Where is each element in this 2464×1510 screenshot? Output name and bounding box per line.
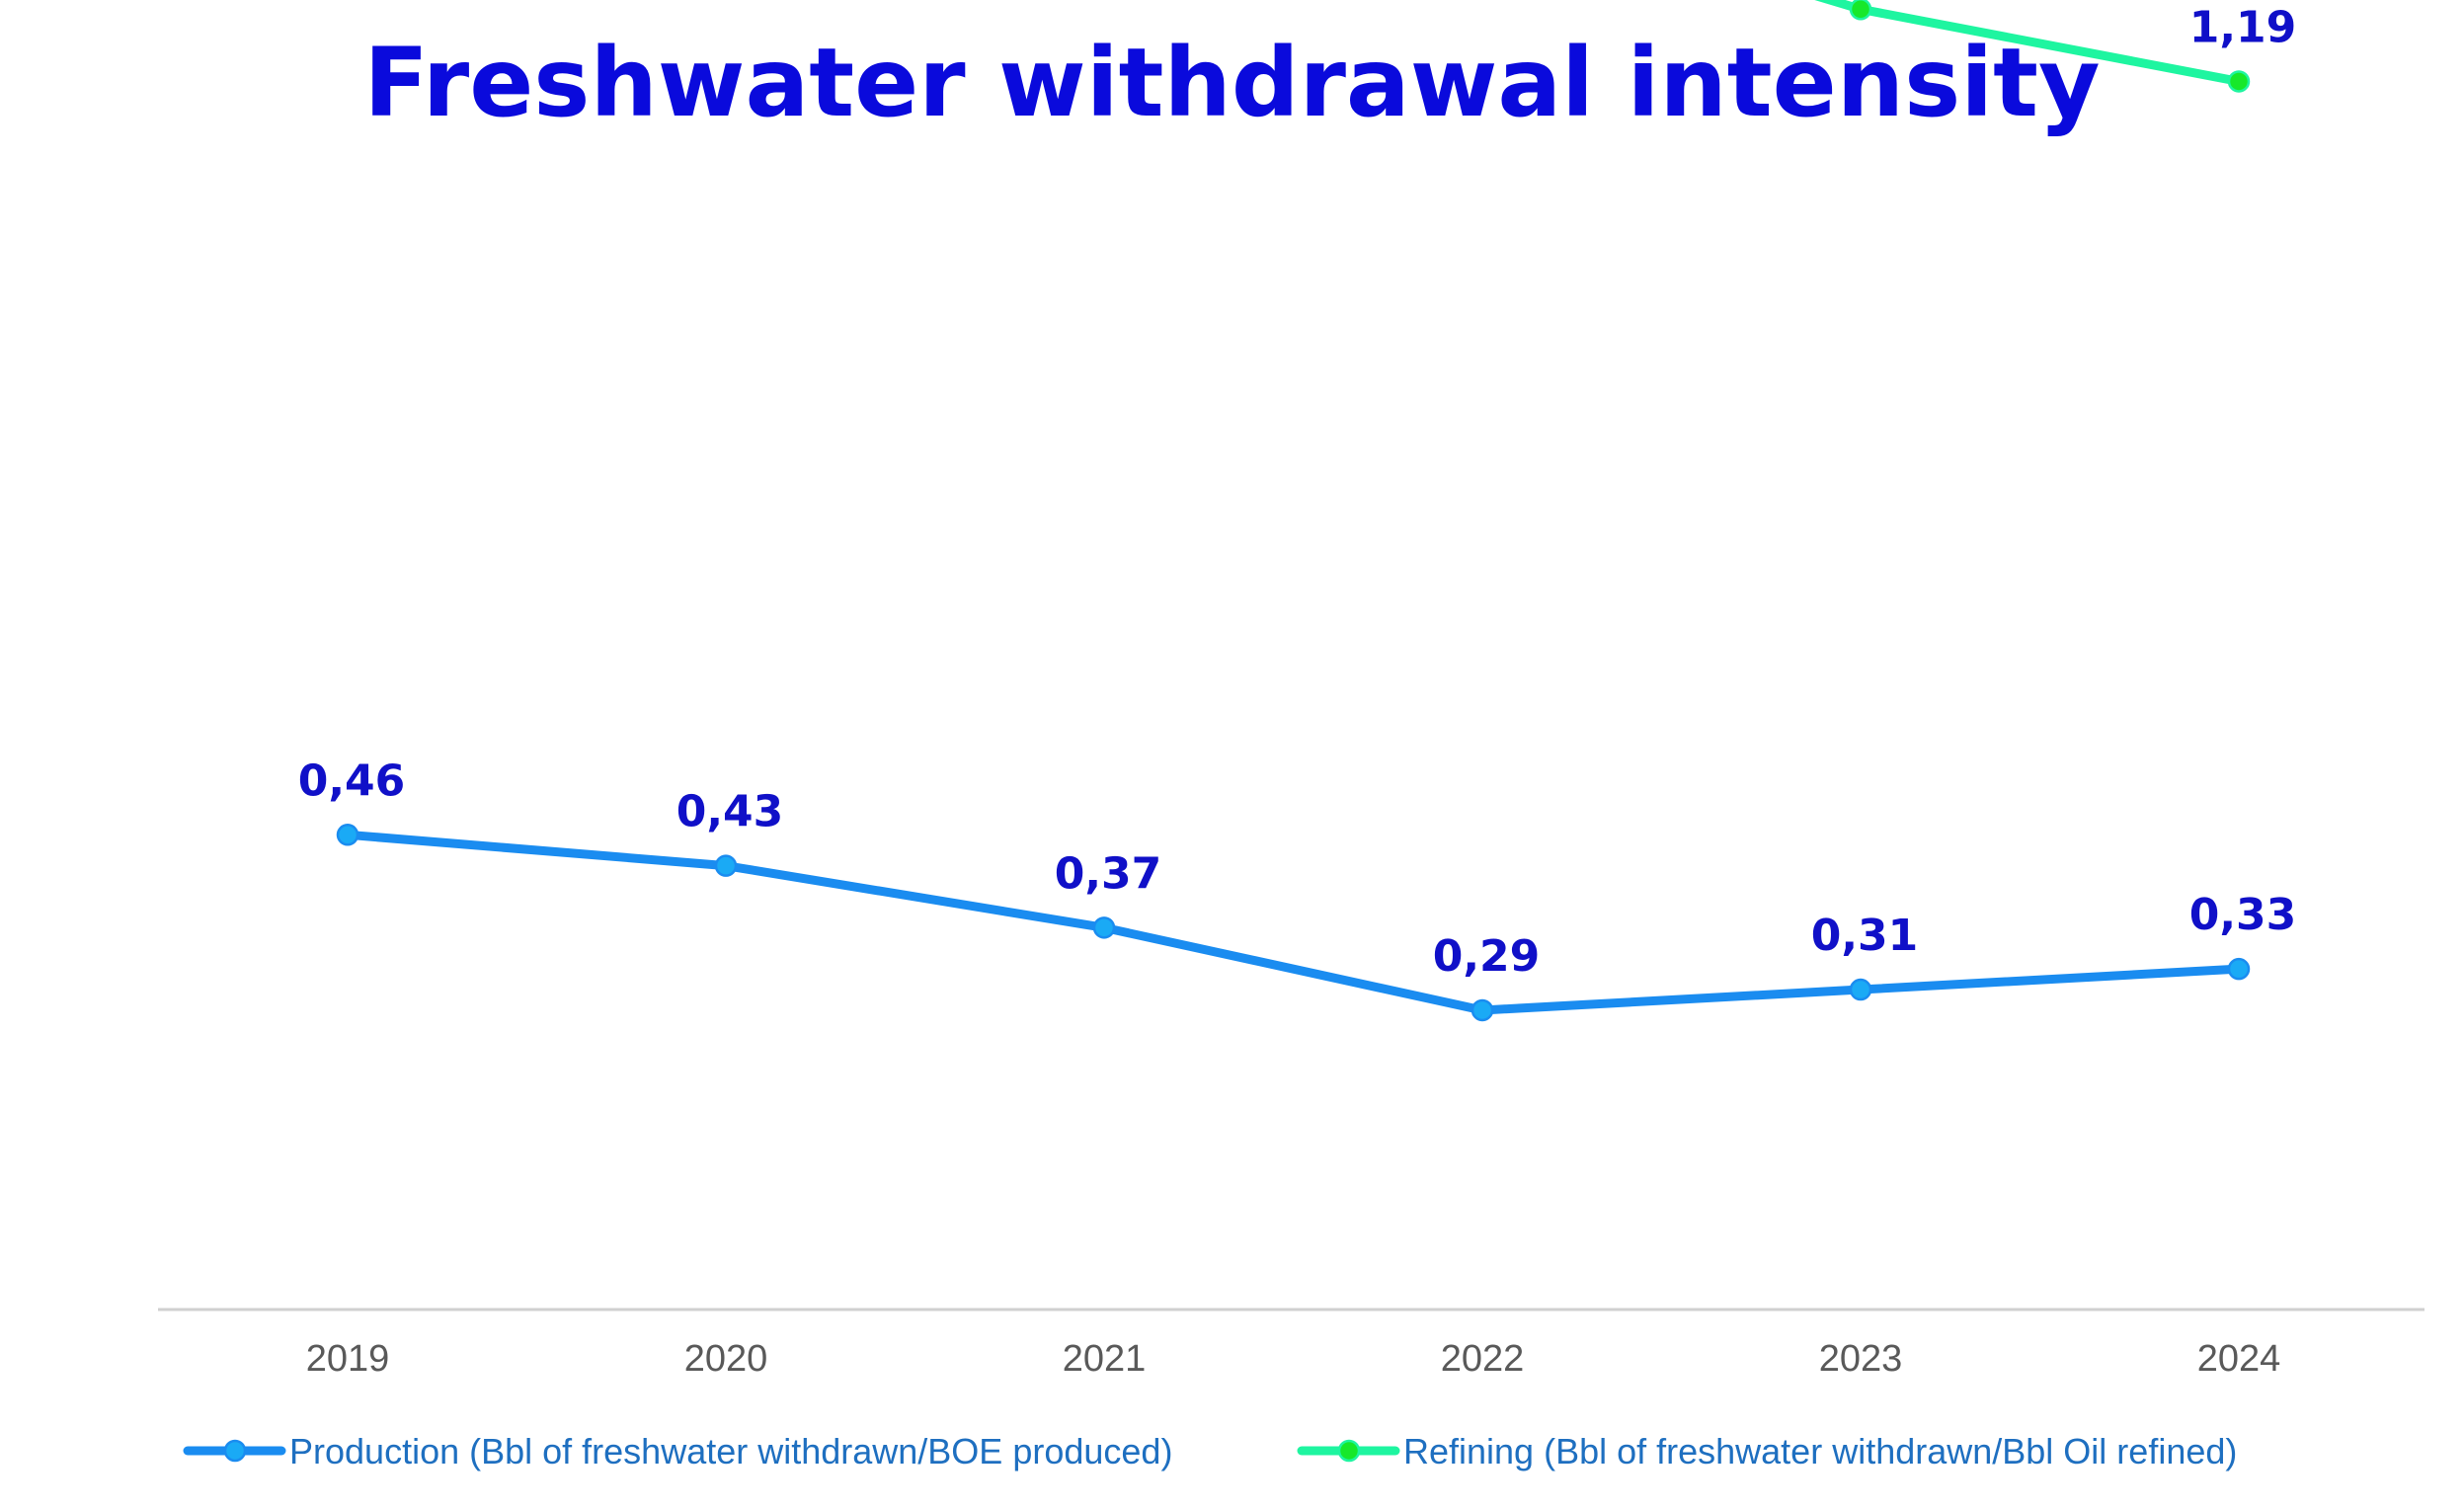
x-tick-label: 2019 (306, 1338, 390, 1380)
series-production: 0,46 0,43 0,37 0,29 0,31 0,33 (298, 755, 2297, 1022)
data-point (2227, 957, 2251, 981)
data-point (1092, 916, 1116, 939)
data-point (1849, 978, 1872, 1001)
x-tick-label: 2020 (684, 1338, 768, 1380)
legend: Production (Bbl of freshwater withdrawn/… (183, 1431, 2237, 1471)
data-label: 0,29 (1433, 931, 1541, 982)
legend-label: Refining (Bbl of freshwater withdrawn/Bb… (1403, 1431, 2237, 1471)
legend-swatch-marker (223, 1439, 247, 1463)
data-point (1470, 998, 1494, 1022)
data-label: 0,37 (1055, 848, 1162, 899)
series-layer: 0,46 0,43 0,37 0,29 0,31 0,33 1,431,481,451,37… (298, 0, 2297, 1022)
legend-label: Production (Bbl of freshwater withdrawn/… (289, 1431, 1172, 1471)
data-point (714, 854, 738, 877)
legend-swatch-marker (1337, 1439, 1361, 1463)
data-point (336, 824, 359, 846)
series-line (343, 830, 2244, 1015)
legend-item: Production (Bbl of freshwater withdrawn/… (183, 1431, 1172, 1471)
data-label: 0,33 (2189, 890, 2297, 940)
data-label: 0,43 (676, 787, 784, 837)
x-tick-label: 2024 (2197, 1338, 2281, 1380)
series-refining: 1,431,481,451,371,261,19 (1814, 0, 2297, 93)
x-tick-label: 2021 (1063, 1338, 1147, 1380)
series-line (1814, 0, 2244, 86)
legend-item: Refining (Bbl of freshwater withdrawn/Bb… (1297, 1431, 2237, 1471)
x-tick-label: 2023 (1819, 1338, 1903, 1380)
data-label: 0,31 (1811, 911, 1919, 961)
data-label: 1,19 (2189, 2, 2297, 52)
x-tick-label: 2022 (1441, 1338, 1525, 1380)
data-label: 0,46 (298, 755, 406, 806)
chart-title: Freshwater withdrawal intensity (363, 28, 2101, 138)
x-axis-ticks: 2019 2020 2021 2022 2023 2024 (306, 1338, 2281, 1380)
data-point (2227, 70, 2251, 93)
data-point (1849, 0, 1872, 21)
